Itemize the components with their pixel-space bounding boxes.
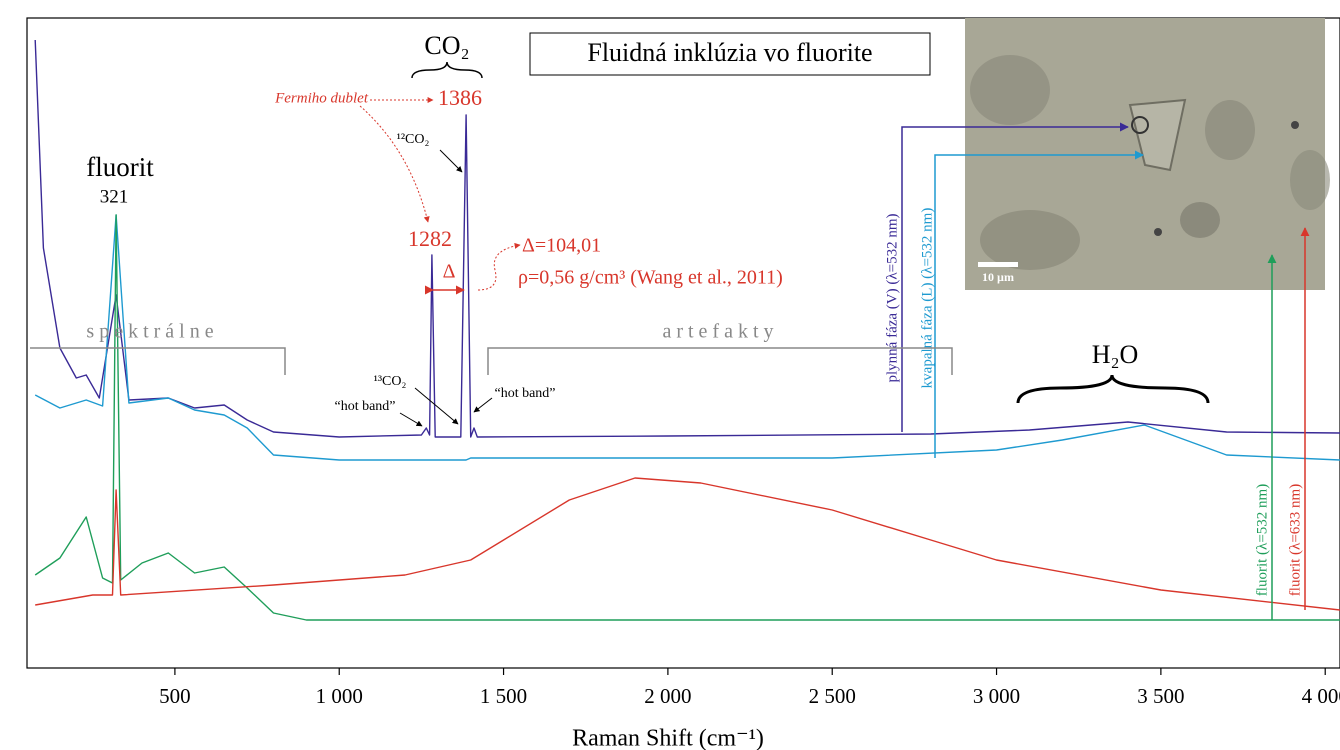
hot-band-label: “hot band” (334, 399, 395, 414)
brace (1016, 374, 1210, 404)
arrow (439, 149, 463, 173)
x-tick-label: 3 500 (1137, 684, 1184, 708)
marks (34, 39, 1340, 621)
arrow (414, 387, 459, 425)
hot-band-label: “hot band” (494, 386, 555, 401)
x-tick-label: 1 500 (480, 684, 527, 708)
density-label: ρ=0,56 g/cm³ (Wang et al., 2011) (518, 267, 783, 289)
fluorit-label: fluorit (86, 152, 154, 182)
x-tick-label: 4 000 (1302, 684, 1340, 708)
spectrum-line (34, 214, 1340, 461)
x-tick-label: 3 000 (973, 684, 1020, 708)
series-label: fluorit (λ=532 nm) (1254, 484, 1270, 596)
bracket (30, 347, 286, 375)
x-axis-label: Raman Shift (cm⁻¹) (572, 726, 764, 750)
title-box (529, 32, 931, 76)
region-label: s p e k t r á l n e (86, 321, 213, 343)
arrow (477, 242, 521, 291)
co2-label: CO₂ (424, 31, 469, 60)
scale-label: 10 µm (982, 270, 1014, 284)
plot-frame (26, 17, 1340, 669)
series-label: plynná fáza (V) (λ=532 nm) (884, 213, 900, 382)
leader (934, 150, 1144, 458)
arrow (359, 105, 430, 223)
x-tick-label: 500 (159, 684, 191, 708)
micrograph: 10 µm (965, 18, 1330, 290)
leader (901, 122, 1129, 432)
arrow (473, 397, 493, 413)
series-label: kvapalná fáza (L) (λ=532 nm) (919, 208, 935, 389)
region-label: a r t e f a k t y (662, 321, 773, 343)
bracket (487, 347, 953, 375)
h2o-label: H₂O (1092, 340, 1139, 369)
delta-label: Δ (443, 261, 456, 283)
peak-label: 321 (100, 186, 129, 207)
delta-value: Δ=104,01 (522, 235, 601, 257)
isotope-label: ¹²CO₂ (397, 132, 430, 147)
x-tick-label: 1 000 (316, 684, 363, 708)
box-title: Fluidná inklúzia vo fluorite (587, 38, 872, 67)
arrow (399, 412, 423, 427)
series-label: fluorit (λ=633 nm) (1287, 484, 1303, 596)
isotope-label: ¹³CO₂ (374, 374, 407, 389)
x-tick-label: 2 000 (644, 684, 691, 708)
peak-label: 1386 (438, 85, 482, 110)
fermi-label: Fermiho dublet (274, 90, 369, 106)
peak-label: 1282 (408, 226, 452, 251)
brace (411, 61, 483, 79)
spectrum-line (34, 39, 1340, 438)
spectrum-line (34, 214, 1340, 621)
spectrum-line (35, 477, 1340, 611)
x-tick-label: 2 500 (809, 684, 856, 708)
